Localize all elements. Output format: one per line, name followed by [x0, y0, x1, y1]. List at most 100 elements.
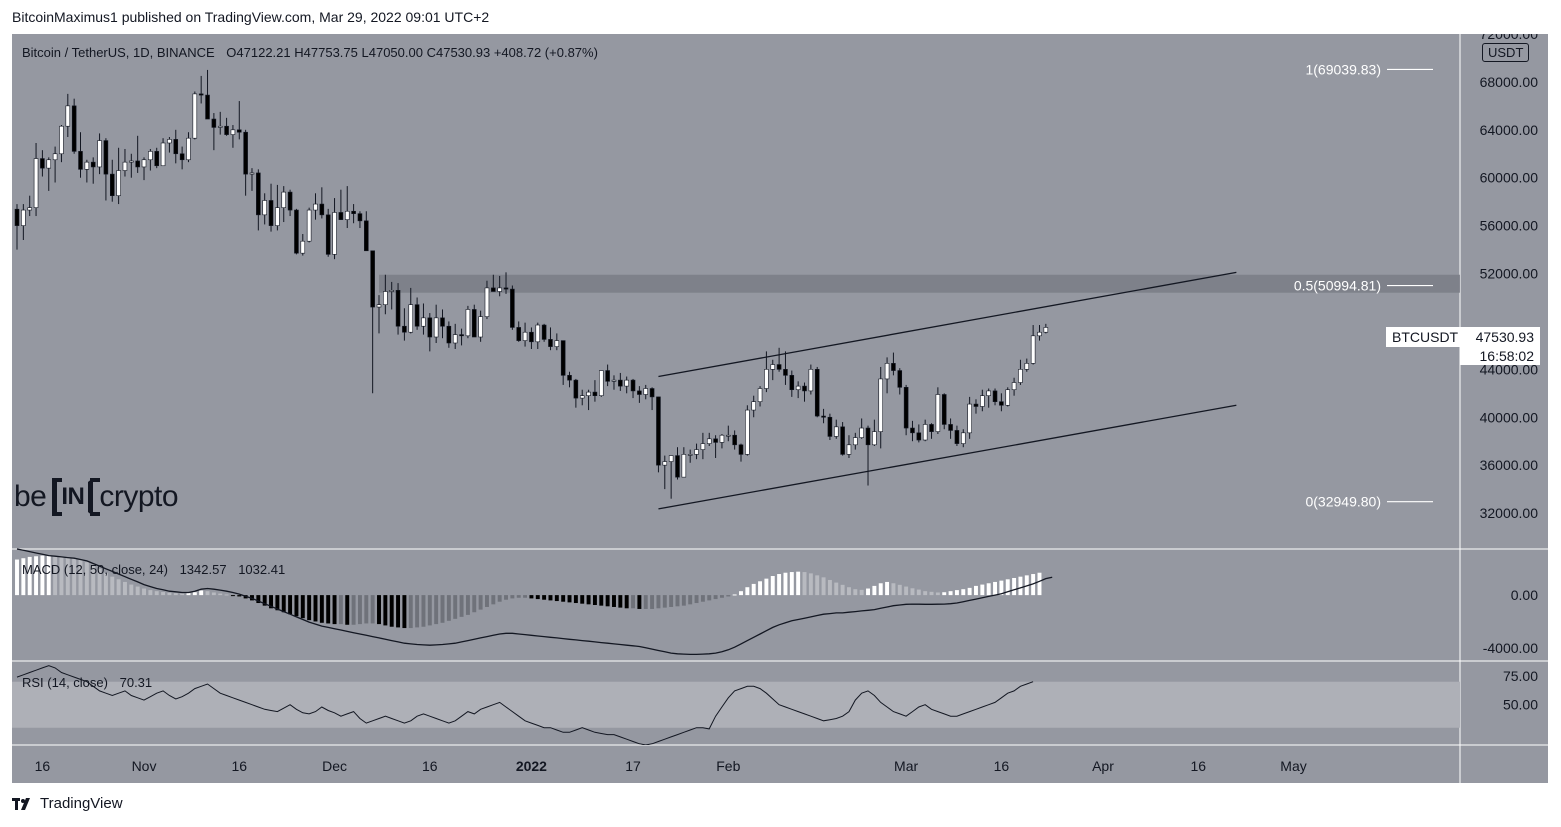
candle: [1030, 335, 1036, 364]
fib-level-label: 0.5(50994.81): [1294, 278, 1381, 294]
candle: [497, 287, 502, 292]
candle: [300, 240, 306, 254]
candle: [103, 140, 109, 175]
macd-histogram-bar: [910, 588, 915, 596]
macd-histogram-bar: [396, 595, 401, 628]
candle: [446, 325, 452, 344]
x-axis-tick-label: 16: [231, 758, 247, 774]
candle: [59, 125, 64, 155]
macd-histogram-bar: [446, 595, 451, 621]
candle: [776, 364, 782, 370]
macd-histogram-bar: [815, 575, 820, 596]
candle: [281, 191, 287, 208]
candle: [46, 159, 52, 169]
macd-histogram-bar: [34, 556, 39, 596]
x-axis-tick-label: 16: [422, 758, 438, 774]
candle: [287, 191, 293, 211]
macd-histogram-bar: [929, 591, 934, 596]
macd-histogram-bar: [122, 581, 127, 596]
y-axis-tick-label: 44000.00: [1480, 361, 1539, 377]
macd-histogram-bar: [999, 580, 1004, 596]
macd-histogram-bar: [370, 595, 375, 624]
macd-histogram-bar: [116, 579, 121, 596]
rsi-legend[interactable]: RSI (14, close) 70.31: [22, 675, 152, 690]
candle: [256, 172, 261, 216]
candle: [186, 137, 191, 161]
candle: [173, 139, 179, 155]
candle: [319, 203, 325, 216]
macd-value: 1342.57: [179, 562, 227, 577]
rsi-axis-tick-label: 75.00: [1503, 668, 1538, 684]
candle: [141, 159, 147, 168]
currency-badge[interactable]: USDT: [1482, 43, 1530, 62]
candle: [541, 324, 547, 340]
candle: [1005, 389, 1011, 406]
macd-histogram-bar: [91, 564, 96, 596]
candle: [605, 370, 610, 382]
macd-histogram-bar: [1005, 579, 1010, 596]
price-chart[interactable]: 1(69039.83) 0.5(50994.81) 0(32949.80) 68000…: [12, 34, 1548, 783]
macd-histogram-bar: [993, 581, 998, 596]
macd-histogram-bar: [135, 586, 140, 596]
macd-histogram-bar: [592, 595, 597, 605]
macd-histogram-bar: [783, 572, 788, 596]
y-axis-tick-label: 40000.00: [1480, 409, 1539, 425]
y-axis-tick-label: 32000.00: [1480, 505, 1539, 521]
macd-histogram-bar: [904, 586, 909, 596]
legend-change: +408.72 (+0.87%): [493, 45, 598, 60]
candle: [827, 416, 833, 437]
macd-histogram-bar: [211, 592, 216, 596]
candle: [859, 427, 864, 438]
candle: [833, 426, 839, 437]
candle: [249, 172, 255, 175]
candle: [681, 454, 687, 478]
candle: [764, 369, 769, 389]
macd-histogram-bar: [275, 595, 280, 611]
macd-histogram-bar: [84, 562, 89, 596]
candle: [808, 369, 814, 392]
candle: [649, 388, 655, 398]
candle: [954, 430, 960, 444]
candle: [237, 129, 242, 133]
macd-histogram-bar: [897, 584, 902, 596]
candle: [560, 340, 566, 376]
x-axis-tick-label: Feb: [716, 758, 740, 774]
y-axis-tick-label: 68000.00: [1480, 74, 1539, 90]
macd-histogram-bar: [256, 595, 261, 604]
macd-histogram-bar: [478, 595, 483, 610]
candle: [745, 409, 750, 455]
candle: [554, 340, 560, 347]
macd-histogram-bar: [472, 595, 477, 613]
candle: [179, 153, 185, 161]
candle: [414, 304, 420, 327]
macd-histogram-bar: [656, 595, 661, 609]
macd-histogram-bar: [548, 595, 553, 601]
macd-histogram-bar: [624, 595, 629, 609]
chart-frame[interactable]: 1(69039.83) 0.5(50994.81) 0(32949.80) 68000…: [12, 34, 1548, 783]
candle: [395, 290, 401, 327]
footer-brand-label: TradingView: [40, 795, 123, 812]
macd-histogram-bar: [319, 595, 324, 623]
candle: [198, 93, 204, 96]
candle: [732, 434, 737, 446]
macd-legend[interactable]: MACD (12, 50, close, 24) 1342.57 1032.41: [22, 562, 285, 577]
macd-histogram-bar: [891, 583, 896, 596]
macd-histogram-bar: [605, 595, 610, 607]
candle: [611, 379, 617, 382]
macd-histogram-bar: [573, 595, 578, 604]
candle: [71, 105, 77, 152]
candle: [421, 317, 426, 327]
macd-histogram-bar: [967, 587, 972, 596]
footer-brand[interactable]: TradingView: [12, 795, 123, 812]
macd-histogram-bar: [580, 595, 585, 604]
candle: [967, 403, 972, 434]
last-price-tag: BTCUSDT 47530.93 16:58:02: [1386, 327, 1540, 365]
candle: [433, 317, 439, 338]
candle: [217, 125, 223, 128]
candle: [916, 432, 922, 441]
candle: [344, 210, 350, 220]
macd-histogram-bar: [510, 595, 515, 599]
candle: [719, 434, 725, 443]
macd-histogram-bar: [840, 584, 845, 596]
candle: [503, 287, 509, 290]
